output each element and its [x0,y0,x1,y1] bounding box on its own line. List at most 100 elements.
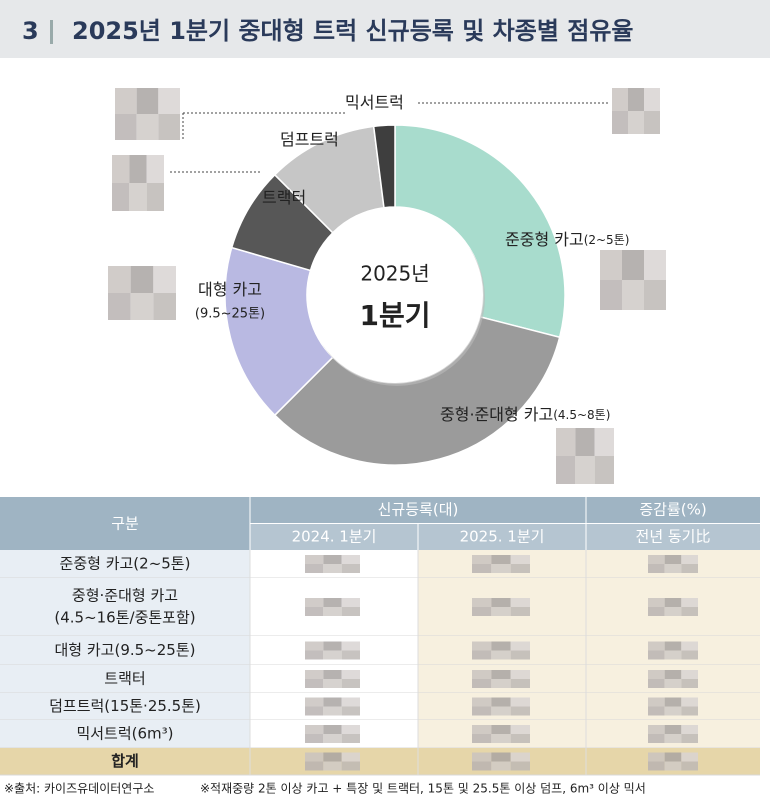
blur-cell [510,670,530,679]
data-cell [418,550,760,578]
blur-cell [305,734,324,743]
blur-cell [681,734,698,743]
blur-cell [664,641,682,651]
blur-cell [575,428,595,456]
data-cell [418,636,760,665]
category-name: 믹서트럭 [345,93,404,112]
blur-cell [323,650,342,660]
blur-cell [664,679,682,688]
blur-cell [644,280,666,310]
blur-cell [681,706,698,716]
category-name: 트랙터 [262,188,306,207]
blurred-value [648,555,698,573]
center-text: 1분기 [359,299,430,332]
blur-cell [130,266,154,293]
blur-cell [341,564,360,573]
blur-cell [341,607,360,616]
blur-cell [305,564,324,573]
header-cell [250,497,586,523]
blur-cell [648,564,665,573]
blur-cell [681,670,698,679]
blur-cell [305,607,324,616]
blur-cell [153,266,176,293]
blur-cell [305,555,324,564]
data-cell [418,578,760,636]
donut-chart: 2025년 1분기 준중형 카고(2~5톤) 중형·준대형 카고(4.5~8톤) 대형 … [108,88,666,484]
blur-cell [510,725,530,734]
footnote: ※적재중량 2톤 이상 카고 + 특장 및 트랙터, 15톤 및 25.5톤 이… [200,782,646,796]
blurred-value [305,697,360,716]
blur-cell [594,428,614,456]
blur-cell [644,88,660,111]
header-divider [50,20,53,44]
blur-cell [681,564,698,573]
blur-cell [491,555,511,564]
row-label: (4.5~16톤/중톤포함) [54,609,195,627]
blur-cell [510,650,530,660]
blur-cell [491,607,511,616]
blurred-value [305,670,360,688]
blur-cell [341,761,360,771]
blur-cell [681,598,698,607]
header-cell [0,497,250,550]
blur-cell [491,598,511,607]
header-number: 3 [22,17,39,45]
blur-cell [323,598,342,607]
blur-cell [648,734,665,743]
blur-cell [323,670,342,679]
data-cell [418,693,760,720]
blur-cell [628,111,644,134]
blur-cell [305,641,324,651]
header-cell [250,524,760,550]
data-cell [418,665,760,693]
blurred-value [472,598,530,616]
blur-cell [681,725,698,734]
blur-cell [146,183,164,211]
blur-cell [341,697,360,707]
category-name: 준중형 카고 [505,230,584,249]
blur-cell [664,734,682,743]
blur-cell [491,679,511,688]
blur-cell [305,679,324,688]
blur-cell [648,761,665,771]
blur-cell [648,679,665,688]
blurred-value [648,752,698,771]
blur-cell [491,670,511,679]
blur-cell [341,650,360,660]
blur-cell [472,564,492,573]
category-label: 트랙터 [262,188,306,207]
blur-cell [644,250,666,280]
blur-cell [472,607,492,616]
blur-cell [600,250,622,280]
blur-cell [491,650,511,660]
blur-cell [115,114,137,140]
blur-cell [664,761,682,771]
blur-cell [130,293,154,320]
blur-cell [472,650,492,660]
blur-cell [341,734,360,743]
blur-cell [112,183,130,211]
blur-cell [510,752,530,762]
blur-cell [491,706,511,716]
blur-cell [664,555,682,564]
blur-cell [305,650,324,660]
category-name: 대형 카고 [198,280,262,299]
category-name: 덤프트럭 [280,130,339,149]
category-label: 중형·준대형 카고(4.5~8톤) [440,405,610,424]
blur-cell [491,725,511,734]
blur-cell [323,641,342,651]
category-note: (4.5~8톤) [553,408,610,422]
category-label: 준중형 카고(2~5톤) [505,230,629,249]
data-cell [418,720,760,748]
blur-cell [323,752,342,762]
blur-cell [472,598,492,607]
blur-cell [648,650,665,660]
blur-cell [510,706,530,716]
blur-cell [491,761,511,771]
category-label: 덤프트럭 [280,130,339,149]
blur-cell [129,155,147,183]
blur-cell [664,725,682,734]
blur-cell [341,641,360,651]
blur-cell [628,88,644,111]
label-cell [0,665,250,693]
